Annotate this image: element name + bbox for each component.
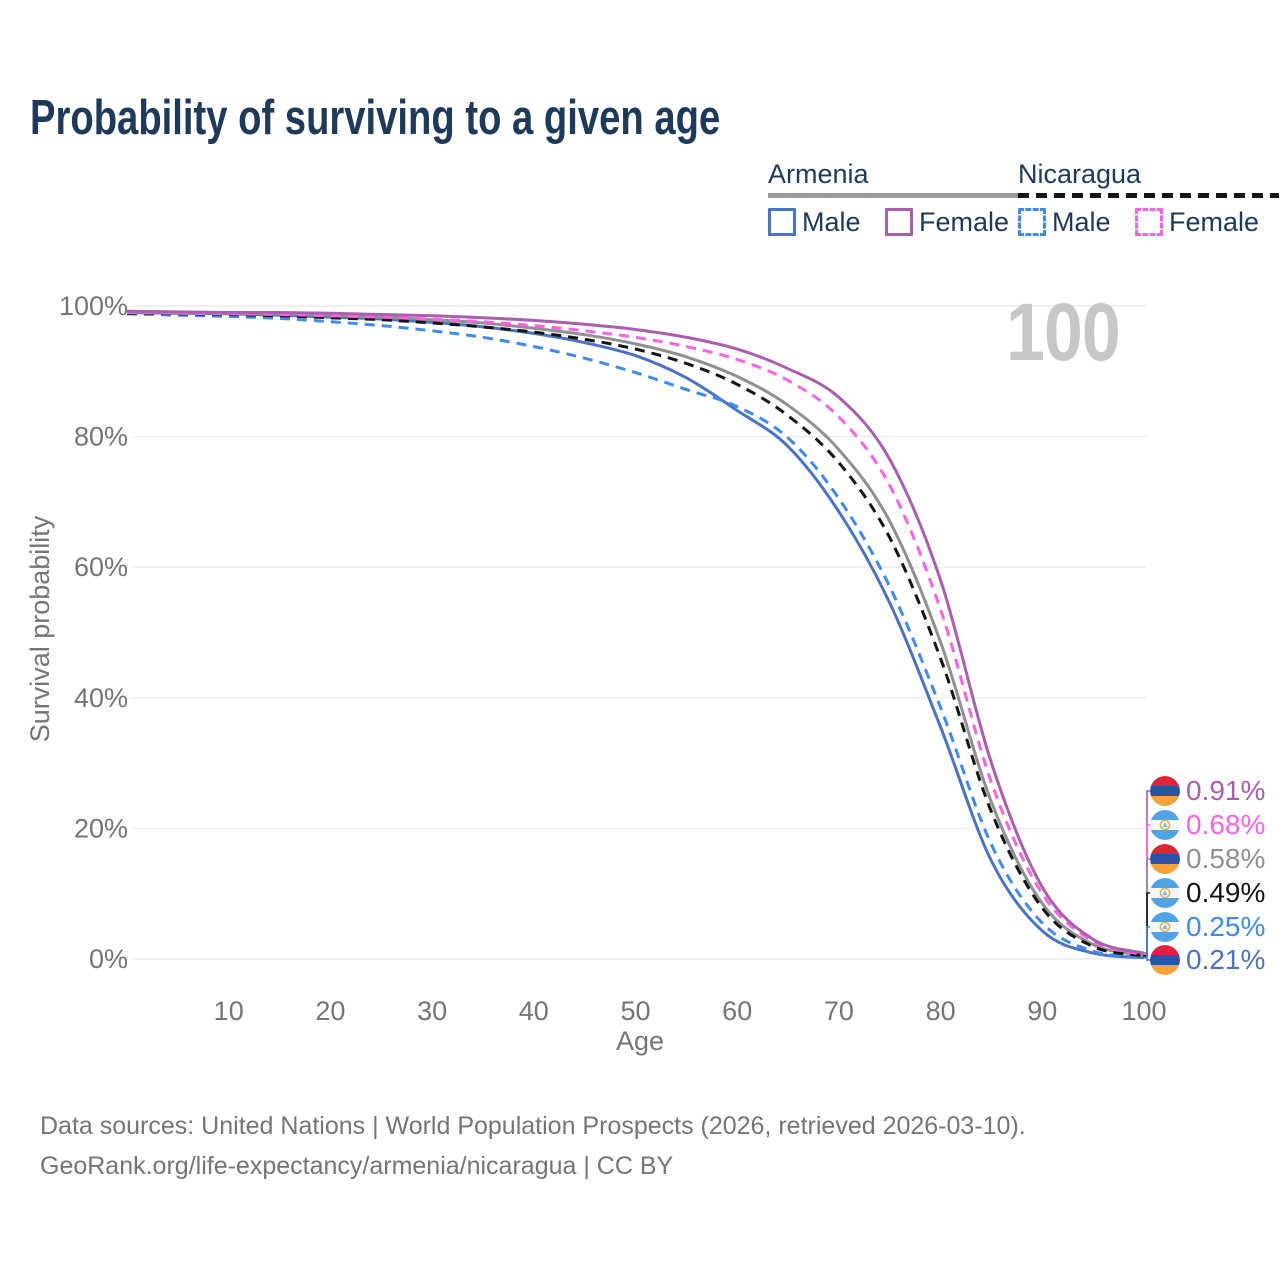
x-tick-label: 20 <box>315 996 345 1026</box>
series-line-armenia-all[interactable] <box>126 310 1145 957</box>
x-tick-label: 50 <box>620 996 650 1026</box>
armenia-male-swatch-icon <box>768 208 796 237</box>
x-tick-label: 100 <box>1121 996 1166 1026</box>
attribution-line: GeoRank.org/life-expectancy/armenia/nica… <box>40 1152 674 1180</box>
legend-item-armenia-female[interactable]: Female <box>884 206 1010 238</box>
legend-label: Male <box>1052 206 1111 237</box>
legend-group-nicaragua: Nicaragua Male Female <box>1018 159 1280 241</box>
footer: Data sources: United Nations | World Pop… <box>40 1106 1026 1186</box>
nicaragua-female-swatch-icon <box>1134 208 1163 237</box>
y-tick-label: 80% <box>74 422 128 452</box>
x-tick-label: 90 <box>1027 996 1057 1026</box>
legend-item-armenia-male[interactable]: Male <box>768 207 861 238</box>
legend-header-armenia: Armenia <box>768 159 869 189</box>
y-tick-label: 20% <box>74 813 128 843</box>
armenia-female-swatch-icon <box>884 208 913 237</box>
y-tick-label: 100% <box>59 291 128 321</box>
y-tick-label: 0% <box>89 944 128 974</box>
nicaragua-male-swatch-icon <box>1018 208 1046 237</box>
y-axis-title: Survival probability <box>25 515 55 742</box>
legend-label: Female <box>918 206 1010 237</box>
legend-group-armenia: Armenia Male Female <box>768 159 1030 241</box>
y-tick-label: 40% <box>74 683 128 713</box>
x-axis-title: Age <box>616 1026 664 1056</box>
x-tick-label: 30 <box>417 996 447 1026</box>
series-line-nicaragua-female[interactable] <box>126 311 1145 957</box>
armenia-solid-line-swatch <box>768 192 1030 198</box>
series-line-armenia-female[interactable] <box>126 309 1145 955</box>
legend-label: Male <box>802 206 861 237</box>
x-tick-label: 10 <box>214 996 244 1026</box>
x-tick-label: 60 <box>722 996 752 1026</box>
nicaragua-dashed-line-swatch <box>1018 192 1280 198</box>
x-tick-label: 80 <box>926 996 956 1026</box>
series-line-armenia-male[interactable] <box>126 311 1145 960</box>
legend-label: Female <box>1168 206 1260 237</box>
y-tick-label: 60% <box>74 552 128 582</box>
legend-item-nicaragua-male[interactable]: Male <box>1018 207 1111 238</box>
x-tick-label: 70 <box>824 996 854 1026</box>
x-tick-label: 40 <box>519 996 549 1026</box>
end-label-connector <box>1143 956 1151 961</box>
legend-header-nicaragua: Nicaragua <box>1018 159 1142 189</box>
data-sources-line: Data sources: United Nations | World Pop… <box>40 1112 1026 1140</box>
end-label-connector <box>1143 892 1151 957</box>
legend-item-nicaragua-female[interactable]: Female <box>1134 206 1260 238</box>
page-title: Probability of surviving to a given age <box>30 91 721 145</box>
age-watermark: 100 <box>1006 287 1121 378</box>
series-line-nicaragua-male[interactable] <box>126 312 1145 959</box>
